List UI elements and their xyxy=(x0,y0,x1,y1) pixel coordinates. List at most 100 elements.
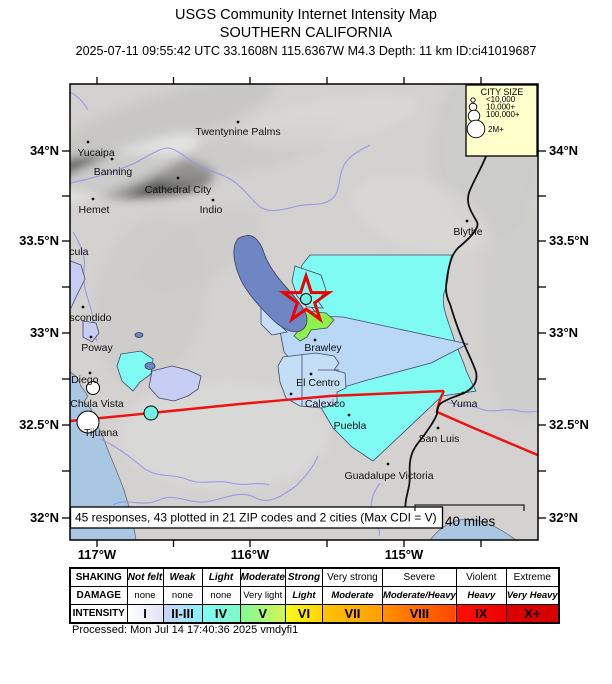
zip-region-elcentro xyxy=(277,352,347,409)
city-label: Temecula xyxy=(44,246,89,258)
region-title: SOUTHERN CALIFORNIA xyxy=(219,25,393,41)
damage-cell: none xyxy=(201,585,241,605)
city-label: San Luis xyxy=(419,433,460,445)
lon-label: 115°W xyxy=(385,547,424,562)
scale-label: 40 miles xyxy=(445,514,496,529)
epicenter-star-icon xyxy=(278,271,334,324)
city-label: Puebla xyxy=(334,420,367,432)
city-label: Chula Vista xyxy=(70,398,124,410)
damage-cell: none xyxy=(162,585,203,605)
city-label: Yucaipa xyxy=(77,147,115,159)
processed-timestamp: Processed: Mon Jul 14 17:40:36 2025 vmdy… xyxy=(72,624,299,636)
city-label: Escondido xyxy=(62,312,111,324)
damage-cell: Light xyxy=(284,585,323,605)
damage-cell: Moderate/Heavy xyxy=(381,585,457,605)
intensity-cell: VIII xyxy=(381,603,457,624)
epicenter-response-circle xyxy=(300,293,312,305)
lon-label: 116°W xyxy=(231,547,270,562)
city-circles xyxy=(76,381,159,434)
lat-label-right: 32.5°N xyxy=(549,417,589,432)
epicenter-star xyxy=(278,271,334,324)
zip-region-iv-west xyxy=(116,350,154,392)
damage-row-header: DAMAGE xyxy=(69,585,128,605)
lat-label-left: 33°N xyxy=(30,325,59,340)
damage-cell: Heavy xyxy=(455,585,507,605)
city-label: Calexico xyxy=(305,398,345,410)
lat-label-right: 33.5°N xyxy=(549,233,589,248)
axis-ticks xyxy=(62,77,546,547)
city-label: Brawley xyxy=(304,342,342,354)
lon-label: 117°W xyxy=(78,547,117,562)
zip-region-ii-iii-poway xyxy=(82,320,100,343)
event-info-line: 2025-07-11 09:55:42 UTC 33.1608N 115.636… xyxy=(75,44,537,58)
small-lake xyxy=(134,332,144,338)
city-label: Poway xyxy=(81,342,113,354)
intensity-row: INTENSITY I II-III IV V VI VII VIII IX X… xyxy=(69,603,560,624)
city-label: Banning xyxy=(94,166,133,178)
intensity-cell: VI xyxy=(284,603,323,624)
tijuana-circle xyxy=(76,410,100,434)
response-city-circle xyxy=(143,405,159,421)
lakes xyxy=(134,235,308,370)
city-size-entry: 100,000+ xyxy=(486,110,520,119)
city-label: Hemet xyxy=(79,204,110,216)
shaking-cell: Very strong xyxy=(321,567,383,587)
city-size-entry: 2M+ xyxy=(488,125,504,134)
city-size-entry: 10,000+ xyxy=(486,103,515,112)
intensity-cell: I xyxy=(126,603,164,624)
scale-bracket xyxy=(414,504,525,511)
damage-cell: none xyxy=(126,585,164,605)
city-label: Twentynine Palms xyxy=(195,126,280,138)
intensity-cell: VII xyxy=(321,603,383,624)
shaking-cell: Light xyxy=(201,567,241,587)
city-label: Cathedral City xyxy=(145,184,212,196)
highway-i8 xyxy=(70,389,445,423)
shaking-row: SHAKING Not felt Weak Light Moderate Str… xyxy=(69,567,560,587)
shaking-cell: Violent xyxy=(455,567,507,587)
lat-label-right: 33°N xyxy=(549,325,578,340)
zip-region-ii-iii-julian xyxy=(148,365,202,402)
damage-row: DAMAGE none none none Very light Light M… xyxy=(69,585,560,605)
shaking-cell: Weak xyxy=(162,567,203,587)
intensity-row-header: INTENSITY xyxy=(69,603,128,624)
city-size-legend-title: CITY SIZE xyxy=(481,87,524,97)
intensity-map: Yucaipa Banning Hemet Cathedral City Ind… xyxy=(19,77,589,562)
damage-cell: Moderate xyxy=(321,585,383,605)
page-title: USGS Community Internet Intensity Map xyxy=(175,7,437,23)
lat-label-left: 33.5°N xyxy=(19,233,59,248)
intensity-legend-table: SHAKING Not felt Weak Light Moderate Str… xyxy=(69,567,560,624)
city-label: Yuma xyxy=(451,398,478,410)
city-size-dot-small-icon xyxy=(470,97,476,103)
lat-label-left: 34°N xyxy=(30,143,59,158)
shaking-row-header: SHAKING xyxy=(69,567,128,587)
intensity-cell: V xyxy=(239,603,286,624)
damage-cell: Very Heavy xyxy=(505,585,560,605)
intensity-cell: IV xyxy=(201,603,241,624)
state-border-river xyxy=(404,84,537,515)
responses-note: 45 responses, 43 plotted in 21 ZIP codes… xyxy=(75,511,437,525)
city-size-entry: <10,000 xyxy=(486,95,516,104)
city-label: Indio xyxy=(200,204,223,216)
city-dots xyxy=(81,120,469,466)
intensity-cell: IX xyxy=(455,603,507,624)
lat-label-left: 32.5°N xyxy=(19,417,59,432)
city-label: Tijuana xyxy=(84,427,118,439)
axis-labels: 34°N 33.5°N 33°N 32.5°N 32°N 34°N 33.5°N… xyxy=(19,143,589,562)
gulf-water xyxy=(429,518,517,540)
shaking-cell: Strong xyxy=(284,567,323,587)
map-frame xyxy=(69,83,539,541)
shaking-cell: Severe xyxy=(381,567,457,587)
city-label: El Centro xyxy=(296,377,340,389)
responses-box: 45 responses, 43 plotted in 21 ZIP codes… xyxy=(70,506,444,529)
lat-label-left: 32°N xyxy=(30,510,59,525)
shaking-cell: Not felt xyxy=(126,567,164,587)
lat-label-right: 34°N xyxy=(549,143,578,158)
intensity-cell: X+ xyxy=(505,603,560,624)
small-lake xyxy=(144,362,156,370)
salton-sea xyxy=(233,235,308,333)
city-label: Blythe xyxy=(453,226,482,238)
city-label: Guadalupe Victoria xyxy=(344,470,433,482)
intensity-cell: II-III xyxy=(162,603,203,624)
damage-cell: Very light xyxy=(239,585,286,605)
